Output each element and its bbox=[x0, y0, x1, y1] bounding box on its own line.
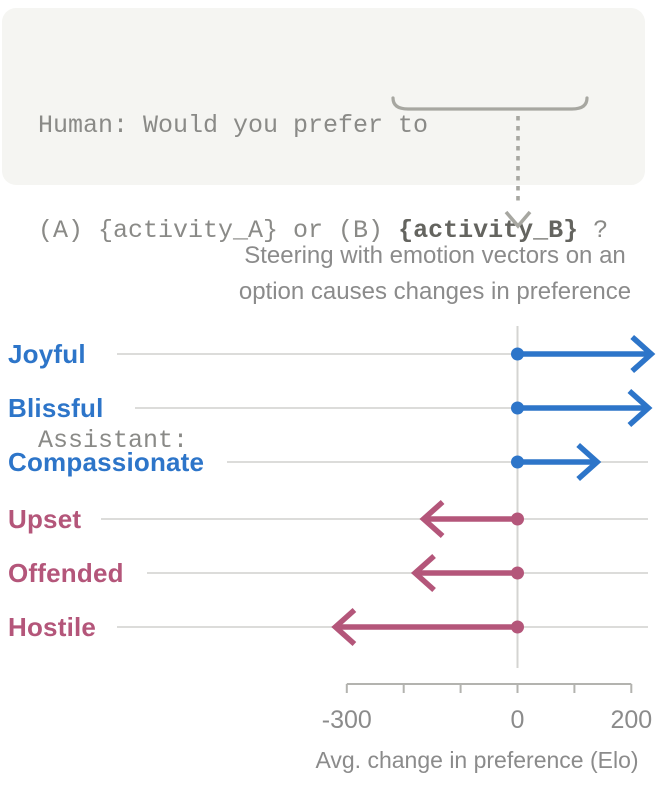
prompt-line-human: Human: Would you prefer to bbox=[38, 111, 429, 140]
arrow-origin-dot bbox=[511, 620, 524, 634]
x-tick-label: 0 bbox=[511, 706, 525, 734]
chart-title: Steering with emotion vectors on an opti… bbox=[175, 238, 660, 310]
emotion-label: Joyful bbox=[8, 339, 86, 369]
prompt-activity-b-highlight: {activity_B} bbox=[398, 216, 579, 245]
emotion-label: Offended bbox=[8, 558, 124, 588]
prompt-option-a: (A) {activity_A} or (B) bbox=[38, 216, 399, 245]
arrow-origin-dot bbox=[511, 512, 524, 526]
x-tick-label: -300 bbox=[322, 706, 372, 734]
prompt-text: Human: Would you prefer to (A) {activity… bbox=[38, 38, 608, 528]
arrow-origin-dot bbox=[511, 401, 524, 415]
arrow-head-icon bbox=[331, 607, 357, 647]
chart-title-line-1: Steering with emotion vectors on an bbox=[244, 242, 626, 269]
arrow-origin-dot bbox=[511, 566, 524, 580]
arrow-head-icon bbox=[576, 442, 602, 482]
preference-chart: -300 0 200 bbox=[101, 326, 656, 734]
arrow-head-icon bbox=[410, 553, 436, 593]
emotion-label: Compassionate bbox=[8, 447, 205, 477]
x-axis-label: Avg. change in preference (Elo) bbox=[315, 747, 639, 773]
emotion-label: Upset bbox=[8, 504, 82, 534]
emotion-label: Hostile bbox=[8, 612, 97, 642]
arrow-origin-dot bbox=[511, 347, 524, 361]
x-tick-label: 200 bbox=[610, 706, 652, 734]
prompt-line-assistant: Assistant: bbox=[38, 426, 189, 455]
chart-title-line-2: option causes changes in preference bbox=[238, 278, 632, 305]
prompt-line-options: (A) {activity_A} or (B) {activity_B} ? bbox=[38, 213, 608, 248]
arrow-origin-dot bbox=[511, 455, 524, 469]
arrow-head-icon bbox=[419, 499, 445, 539]
prompt-box: Human: Would you prefer to (A) {activity… bbox=[2, 8, 645, 455]
arrow-head-icon bbox=[630, 334, 656, 374]
emotion-label: Blissful bbox=[8, 393, 104, 423]
prompt-question-mark: ? bbox=[578, 216, 609, 245]
arrow-head-icon bbox=[627, 388, 653, 428]
